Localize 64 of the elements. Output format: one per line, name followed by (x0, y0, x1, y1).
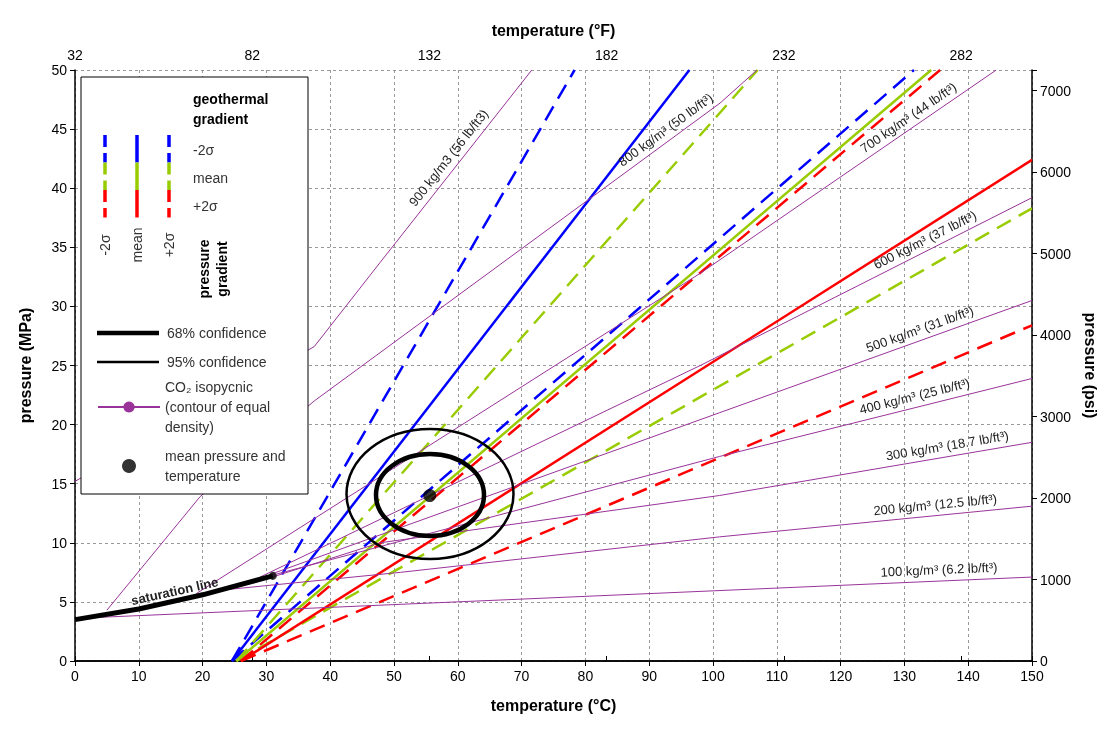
x-tick-label: 70 (513, 668, 530, 684)
legend-title: geothermal gradient (193, 90, 270, 129)
y2-tick-label: 6000 (1040, 164, 1072, 181)
annotation: 300 kg/m³ (18.7 lb/ft³) (884, 427, 1010, 464)
annotation: 100 kg/m³ (6.2 lb/ft³) (880, 559, 998, 580)
text: mean (129, 227, 145, 263)
y-tick-label: 0 (59, 653, 68, 669)
y-tick-label: 25 (51, 357, 68, 374)
x-tick-label: 150 (1020, 668, 1044, 684)
x2-axis-title: temperature (°F) (491, 21, 616, 39)
annotation: mean (193, 169, 229, 187)
x-tick-label: 120 (828, 668, 853, 684)
x-tick-label: 80 (577, 668, 594, 684)
y2-tick-label: 1000 (1040, 571, 1072, 588)
x-axis-title: temperature (°C) (490, 696, 617, 714)
y2-tick-label: 4000 (1040, 327, 1072, 344)
y-tick-label: 10 (51, 534, 68, 551)
x2-tick-label: 182 (594, 47, 619, 63)
y2-tick-label: 5000 (1040, 245, 1072, 262)
x-tick-label: 130 (892, 668, 917, 684)
annotation: 600 kg/m³ (37 lb/ft³) (871, 207, 979, 273)
y2-axis-title: pressure (psi) (1081, 312, 1099, 419)
x2-tick-label: 282 (949, 47, 973, 63)
x2-tick-label: 32 (67, 47, 83, 63)
annotation: 200 kg/m³ (12.5 lb/ft³) (872, 491, 998, 519)
x-tick-label: 100 (701, 668, 725, 684)
x-tick-label: 110 (765, 668, 789, 684)
y-tick-label: 35 (51, 239, 68, 256)
text: +2σ (161, 232, 177, 258)
x-tick-label: 50 (386, 668, 402, 684)
x-tick-label: 40 (322, 668, 339, 684)
annotation: pressure gradient (195, 238, 231, 301)
annotation: 68% confidence (167, 324, 267, 343)
x-tick-label: 140 (956, 668, 981, 684)
annotation: 500 kg/m³ (31 lb/ft³) (863, 302, 976, 356)
annotation: +2σ (193, 197, 218, 215)
y-tick-label: 5 (59, 593, 68, 610)
y-tick-label: 40 (51, 180, 68, 197)
legend-label: CO₂ isopycnic (contour of equal density) (165, 379, 274, 435)
y-tick-label: 30 (51, 298, 68, 315)
annotation: -2σ (193, 141, 215, 159)
x-tick-label: 0 (71, 668, 80, 684)
x2-tick-label: 232 (772, 47, 796, 63)
y2-tick-label: 0 (1040, 653, 1048, 669)
x-tick-label: 60 (450, 668, 466, 684)
y2-tick-label: 7000 (1040, 82, 1072, 99)
x2-tick-label: 132 (417, 47, 442, 63)
annotation: 95% confidence (167, 353, 267, 372)
x-tick-label: 90 (641, 668, 658, 684)
annotation: saturation line (129, 574, 220, 609)
y-tick-label: 50 (51, 62, 68, 78)
y2-tick-label: 3000 (1040, 408, 1072, 425)
x2-tick-label: 82 (244, 47, 261, 63)
y2-tick-label: 2000 (1040, 490, 1072, 507)
annotation: 400 kg/m³ (25 lb/ft³) (857, 375, 972, 418)
y-axis-title: pressure (MPa) (16, 307, 34, 424)
x-tick-label: 30 (258, 668, 275, 684)
x-tick-label: 10 (131, 668, 147, 684)
x-tick-label: 20 (194, 668, 211, 684)
y-tick-label: 15 (51, 475, 68, 492)
y-tick-label: 45 (51, 121, 68, 138)
text: -2σ (97, 234, 113, 256)
legend-label: mean pressure and temperature (165, 448, 290, 484)
y-tick-label: 20 (51, 416, 68, 433)
